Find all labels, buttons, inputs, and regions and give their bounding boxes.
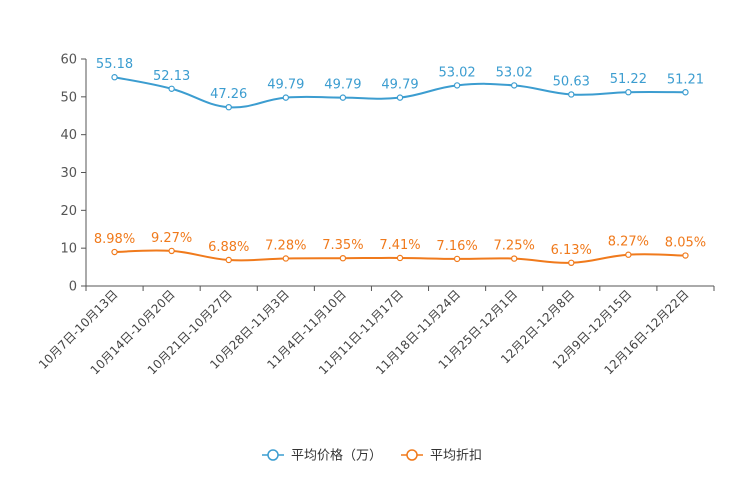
data-point-avg-price — [568, 91, 575, 98]
data-label-avg-discount: 6.13% — [551, 243, 592, 258]
y-tick-label: 10 — [60, 242, 77, 257]
data-label-avg-price: 47.26 — [210, 87, 247, 102]
data-point-avg-price — [396, 94, 404, 101]
data-label-avg-discount: 9.27% — [151, 231, 192, 246]
legend-label-avg-price: 平均价格（万） — [291, 448, 382, 464]
data-point-avg-discount — [568, 259, 575, 267]
data-label-avg-price: 50.63 — [553, 74, 590, 89]
data-point-avg-discount — [225, 256, 232, 264]
y-tick-label: 60 — [60, 53, 77, 68]
data-label-avg-discount: 8.98% — [94, 232, 135, 247]
data-point-avg-discount — [682, 252, 689, 259]
data-point-avg-price — [111, 74, 118, 81]
data-label-avg-price: 52.13 — [153, 69, 190, 84]
data-label-avg-discount: 8.05% — [665, 236, 706, 251]
data-point-avg-price — [682, 89, 689, 96]
data-point-avg-price — [453, 82, 461, 89]
y-tick-label: 40 — [60, 128, 77, 143]
data-label-avg-discount: 7.16% — [436, 239, 477, 254]
y-tick-label: 30 — [60, 166, 77, 181]
data-label-avg-price: 49.79 — [267, 78, 304, 93]
data-point-avg-price — [225, 103, 232, 111]
data-point-avg-price — [168, 85, 175, 92]
data-point-avg-discount — [282, 255, 290, 262]
y-tick-label: 50 — [60, 90, 77, 105]
data-label-avg-price: 53.02 — [438, 65, 475, 80]
legend-marker-avg-price — [267, 449, 279, 461]
data-point-avg-discount — [625, 251, 632, 258]
data-label-avg-price: 55.18 — [96, 57, 133, 72]
data-label-avg-discount: 7.41% — [379, 238, 420, 253]
data-point-avg-discount — [510, 255, 518, 262]
data-point-avg-price — [282, 94, 290, 101]
data-point-avg-discount — [453, 255, 461, 263]
data-label-avg-discount: 6.88% — [208, 240, 249, 255]
data-label-avg-price: 51.22 — [610, 72, 647, 87]
data-point-avg-discount — [339, 254, 347, 262]
data-label-avg-discount: 7.25% — [494, 239, 535, 254]
y-tick-label: 0 — [69, 280, 77, 295]
data-label-avg-discount: 7.35% — [322, 238, 363, 253]
y-tick-label: 20 — [60, 204, 77, 219]
data-point-avg-discount — [111, 248, 118, 256]
data-point-avg-price — [339, 94, 347, 101]
data-point-avg-discount — [168, 247, 175, 255]
data-label-avg-discount: 8.27% — [608, 235, 649, 250]
data-label-avg-price: 49.79 — [381, 78, 418, 93]
data-label-avg-price: 51.21 — [667, 72, 704, 87]
data-label-avg-price: 49.79 — [324, 78, 361, 93]
data-label-avg-discount: 7.28% — [265, 238, 306, 253]
legend-label-avg-discount: 平均折扣 — [430, 449, 482, 464]
data-point-avg-price — [510, 82, 518, 89]
data-point-avg-discount — [396, 254, 404, 262]
data-label-avg-price: 53.02 — [496, 65, 533, 80]
legend-marker-avg-discount — [406, 449, 418, 461]
data-point-avg-price — [625, 89, 632, 96]
